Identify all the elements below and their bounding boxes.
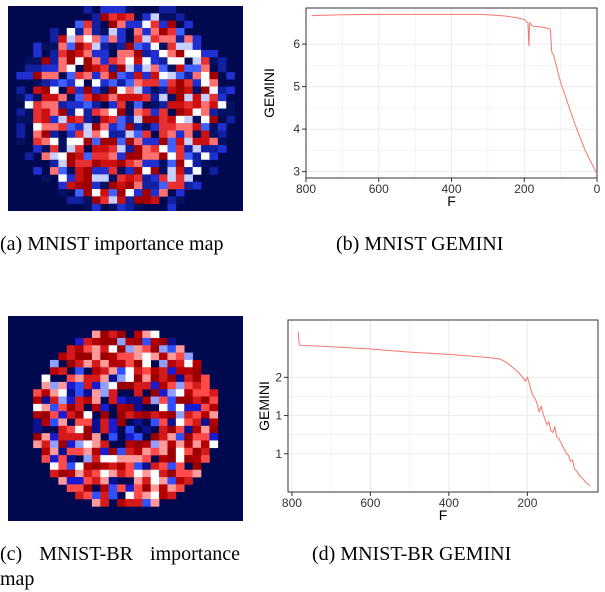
y-axis-label: GEMINI	[261, 68, 277, 118]
panel-d: 800 600 400 200 1 1 2 F GEMINI (d) MNIST-BR GEMI…	[255, 310, 605, 592]
series-line	[297, 331, 591, 487]
x-tick-label: 200	[514, 182, 534, 196]
y-tick-label: 1	[275, 447, 282, 461]
x-tick-label: 800	[282, 496, 302, 510]
y-axis-label: GEMINI	[256, 381, 272, 431]
heatmap-cells	[16, 6, 235, 212]
x-tick-label: 0	[594, 182, 601, 196]
x-tick-label: 400	[439, 496, 459, 510]
panel-b: 800 600 400 200 0 3 4 5 6 F GEMINI (b) MNIST GEMIN…	[260, 0, 605, 290]
panel-c: (c) MNIST-BR importance map	[0, 310, 245, 592]
x-axis-label: F	[439, 507, 448, 523]
x-tick-label: 800	[296, 182, 316, 196]
x-tick-label: 600	[369, 182, 389, 196]
caption-b: (b) MNIST GEMINI	[336, 233, 504, 255]
plot-background	[288, 320, 598, 492]
y-tick-label: 1	[275, 409, 282, 423]
x-tick-label: 200	[517, 496, 537, 510]
importance-heatmap-mnist	[8, 6, 243, 212]
series-line	[311, 13, 598, 175]
y-tick-label: 5	[293, 80, 300, 94]
caption-a: (a) MNIST importance map	[0, 233, 224, 255]
y-tick-label: 6	[293, 37, 300, 51]
caption-c: (c) MNIST-BR importance map	[0, 543, 240, 590]
x-tick-label: 400	[441, 182, 461, 196]
panel-a: (a) MNIST importance map	[0, 0, 245, 290]
y-tick-label: 2	[275, 370, 282, 384]
caption-d: (d) MNIST-BR GEMINI	[312, 543, 512, 565]
gemini-chart-mnist: 800 600 400 200 0 3 4 5 6 F GEMINI	[261, 7, 601, 209]
heatmap-cells	[33, 330, 219, 507]
importance-heatmap-mnist-br	[8, 316, 243, 521]
y-tick-label: 3	[293, 165, 300, 179]
plot-border	[305, 7, 598, 179]
plot-border	[287, 319, 599, 493]
y-tick-label: 4	[293, 122, 300, 136]
gemini-chart-mnist-br: 800 600 400 200 1 1 2 F GEMINI	[256, 319, 599, 523]
x-axis-label: F	[447, 193, 456, 209]
x-tick-label: 600	[360, 496, 380, 510]
